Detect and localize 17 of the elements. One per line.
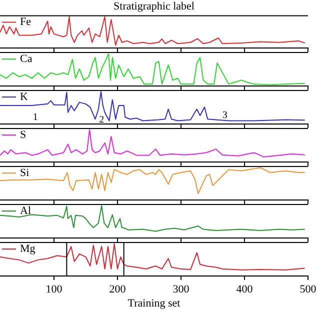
x-tick-label: 400	[236, 283, 254, 296]
x-tick-label: 200	[109, 283, 126, 296]
legend-label: K	[20, 90, 28, 103]
annotation: 2	[99, 114, 104, 126]
annotation: 1	[32, 112, 38, 123]
x-tick-label: 500	[300, 283, 317, 296]
annotation: 3	[222, 110, 228, 122]
legend-label: Ca	[20, 52, 32, 65]
x-axis-title: Training set	[128, 297, 180, 310]
legend-label: Si	[20, 166, 30, 179]
legend-label: S	[20, 128, 26, 141]
chart-title: Stratigraphic label	[114, 0, 194, 12]
x-tick-label: 100	[46, 283, 63, 296]
legend-label: Al	[20, 204, 31, 217]
x-tick-label: 300	[172, 283, 190, 296]
legend-label: Mg	[20, 242, 36, 255]
legend-label: Fe	[20, 16, 32, 28]
